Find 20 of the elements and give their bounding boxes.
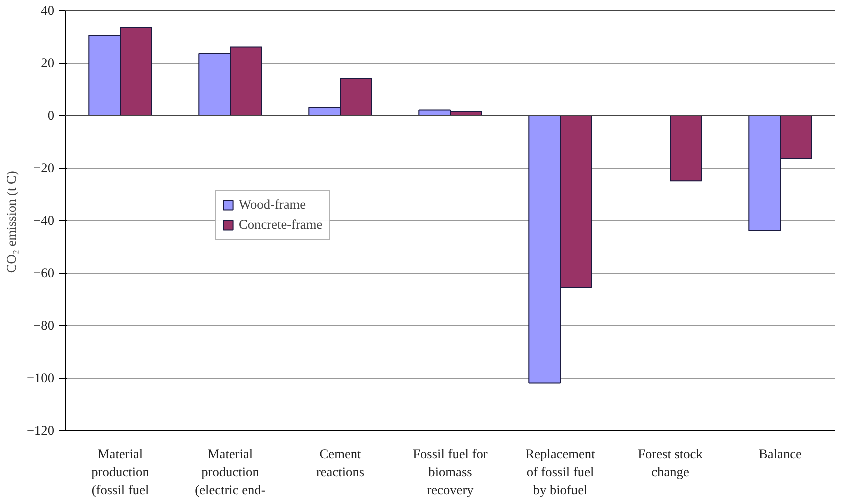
legend-label: Concrete-frame bbox=[239, 217, 323, 233]
x-tick-label: Material production (fossil fuel bbox=[92, 446, 150, 498]
x-tick-label: Replacement of fossil fuel by biofuel bbox=[526, 446, 596, 498]
x-tick-label: Material production (electric end- bbox=[195, 446, 266, 498]
y-tick-label: 20 bbox=[41, 56, 55, 70]
y-tick-label: 40 bbox=[41, 3, 55, 18]
x-tick-label: Fossil fuel for biomass recovery bbox=[413, 446, 488, 498]
x-tick-label: Forest stock change bbox=[638, 446, 704, 480]
y-tick-label: −100 bbox=[26, 370, 55, 386]
y-tick-label: −20 bbox=[34, 160, 55, 176]
bar bbox=[670, 115, 702, 182]
y-tick-label: −40 bbox=[34, 213, 55, 228]
y-axis-title: CO₂ emission (t C) bbox=[4, 171, 19, 274]
y-tick-label: −80 bbox=[34, 318, 55, 333]
legend-label: Wood-frame bbox=[239, 197, 306, 213]
y-tick-label: −120 bbox=[26, 423, 55, 438]
x-tick-label: Cement reactions bbox=[316, 446, 365, 480]
y-tick-label: −60 bbox=[34, 266, 55, 280]
y-tick-label: 0 bbox=[48, 108, 55, 123]
x-tick-label: Balance bbox=[759, 446, 802, 462]
